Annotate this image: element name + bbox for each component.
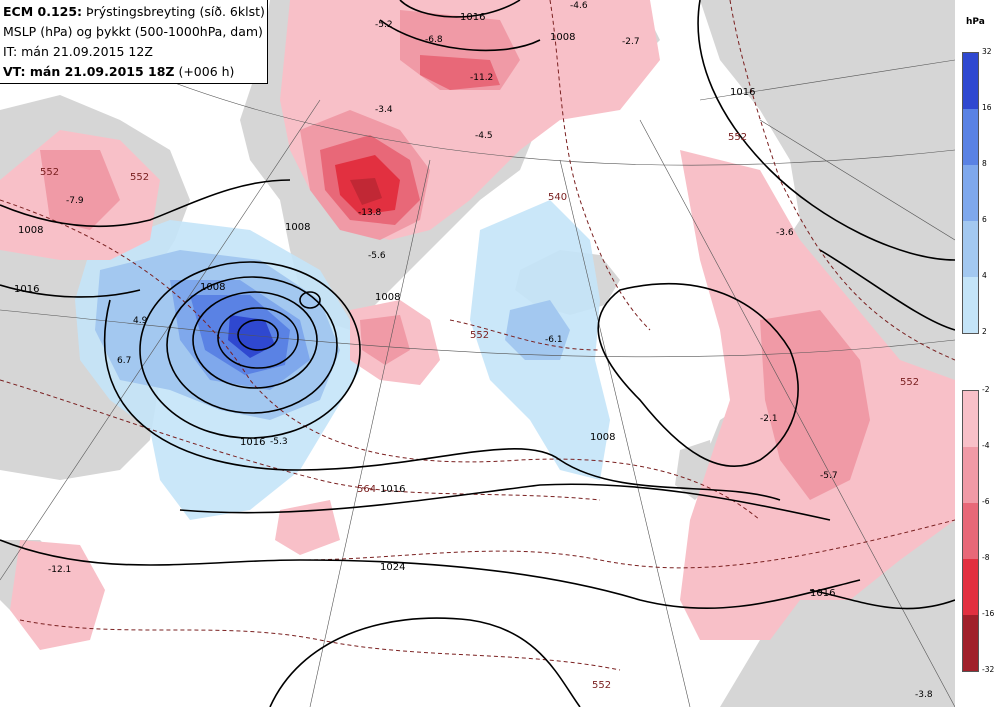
isobars <box>0 0 955 707</box>
colorbar-label: 4 <box>982 271 987 280</box>
colorbar-label: -6 <box>982 497 990 506</box>
header-line-2: MSLP (hPa) og þykkt (500-1000hPa, dam) <box>3 24 263 39</box>
header-line-4: VT: mán 21.09.2015 18Z (+006 h) <box>3 62 267 82</box>
rise-area-4b <box>505 300 570 360</box>
colorbar-negative <box>962 390 979 672</box>
isobar-label: 1016 <box>14 284 39 295</box>
value-label: -3.4 <box>375 105 393 115</box>
colorbar-label: -32 <box>982 665 995 674</box>
value-label: -2.7 <box>622 37 640 47</box>
value-label: -6.1 <box>545 335 563 345</box>
value-label: -13.8 <box>358 208 382 218</box>
isobar-label: 1008 <box>590 432 615 443</box>
model-name: ECM 0.125: <box>3 4 83 19</box>
isobar-label: 1008 <box>375 292 400 303</box>
value-label: -4.6 <box>570 1 588 11</box>
value-label: -12.1 <box>48 565 71 575</box>
thickness-label: 552 <box>40 167 59 178</box>
header-line-3: IT: mán 21.09.2015 12Z <box>3 44 153 59</box>
field-name: Þrýstingsbreyting (síð. 6klst) <box>82 4 265 19</box>
value-label: -5.6 <box>368 251 386 261</box>
value-label: -4.5 <box>475 131 493 141</box>
value-label: -11.2 <box>470 73 493 83</box>
colorbar-label: 6 <box>982 215 987 224</box>
colorbar-seg-4 <box>963 277 978 333</box>
map-info-box: ECM 0.125: Þrýstingsbreyting (síð. 6klst… <box>0 0 268 84</box>
pressure-rise-shading <box>75 200 610 520</box>
fall-area-2d <box>10 540 105 650</box>
colorbar-label: 16 <box>982 103 992 112</box>
thickness-contours <box>0 0 955 671</box>
value-label: 4.9 <box>133 316 148 326</box>
colorbar-label: 32 <box>982 47 992 56</box>
colorbar-label: 2 <box>982 327 987 336</box>
colorbar-seg-32 <box>963 53 978 109</box>
fall-area-4c <box>760 310 870 500</box>
isobar-label: 1016 <box>240 437 265 448</box>
value-label: -7.9 <box>66 196 84 206</box>
value-label: -6.8 <box>425 35 443 45</box>
thickness-labels: 552 564 552 540 552 552 552 552 <box>40 132 919 691</box>
map-canvas: 1008 1016 1016 1008 1008 1016 1024 1016 … <box>0 0 955 707</box>
colorbar-seg-16 <box>963 109 978 165</box>
value-label: 6.7 <box>117 356 131 366</box>
colorbar-seg-neg8 <box>963 559 978 615</box>
colorbar-seg-neg6 <box>963 503 978 559</box>
isobar-label: 1016 <box>730 87 755 98</box>
isobar-label: 1016 <box>810 588 835 599</box>
fall-area-2f <box>275 500 340 555</box>
value-label: -2.1 <box>760 414 778 424</box>
fall-area-4e <box>360 315 410 365</box>
valid-time: VT: mán 21.09.2015 18Z <box>3 64 175 79</box>
colorbar-seg-neg16 <box>963 615 978 671</box>
thickness-label: 540 <box>548 192 567 203</box>
value-labels: -7.9 4.9 6.7 -5.3 -5.2 -6.8 -4.6 -2.7 -1… <box>48 1 933 700</box>
colorbar-seg-neg2 <box>963 391 978 447</box>
forecast-hour: (+006 h) <box>174 64 235 79</box>
isobar-labels: 1008 1016 1016 1008 1008 1016 1024 1016 … <box>14 12 835 599</box>
thickness-label: 552 <box>470 330 489 341</box>
colorbar-seg-neg4 <box>963 447 978 503</box>
colorbar-seg-8 <box>963 165 978 221</box>
thickness-label: 564 <box>357 484 376 495</box>
value-label: -3.8 <box>915 690 933 700</box>
weather-map: 1008 1016 1016 1008 1008 1016 1024 1016 … <box>0 0 955 707</box>
thickness-label: 552 <box>728 132 747 143</box>
fall-area-16 <box>350 178 382 205</box>
colorbar-label: 8 <box>982 159 987 168</box>
value-label: -5.7 <box>820 471 838 481</box>
colorbar-label: -4 <box>982 441 990 450</box>
isobar-label: 1008 <box>200 282 225 293</box>
isobar-label: 1008 <box>285 222 310 233</box>
colorbar-seg-6 <box>963 221 978 277</box>
fall-area-4d <box>40 150 120 230</box>
isobar-label: 1016 <box>380 484 405 495</box>
colorbar-unit: hPa <box>966 17 985 27</box>
rise-area-16 <box>228 315 275 358</box>
value-label: -5.2 <box>375 20 393 30</box>
isobar-label: 1016 <box>460 12 485 23</box>
colorbar-label: -2 <box>982 385 990 394</box>
pressure-fall-shading <box>0 0 955 650</box>
header-line-1: ECM 0.125: Þrýstingsbreyting (síð. 6klst… <box>3 2 267 22</box>
colorbar-label: -8 <box>982 553 990 562</box>
isobar-label: 1008 <box>550 32 575 43</box>
value-label: -3.6 <box>776 228 794 238</box>
thickness-label: 552 <box>592 680 611 691</box>
isobar-label: 1008 <box>18 225 43 236</box>
isobar-label: 1024 <box>380 562 405 573</box>
colorbar-positive <box>962 52 979 334</box>
value-label: -5.3 <box>270 437 288 447</box>
colorbar-label: -16 <box>982 609 995 618</box>
thickness-label: 552 <box>130 172 149 183</box>
fall-area-6b <box>420 55 500 90</box>
thickness-label: 552 <box>900 377 919 388</box>
